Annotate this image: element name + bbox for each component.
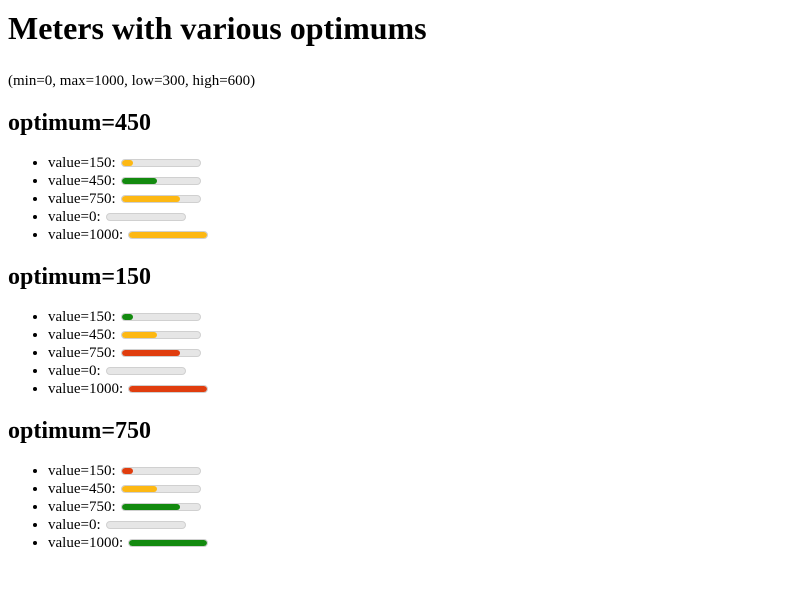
meter-label: value=750: xyxy=(48,191,116,207)
meter-fill xyxy=(121,332,157,338)
meter xyxy=(120,313,201,321)
meter xyxy=(120,485,201,493)
meter-fill xyxy=(121,504,181,510)
meter-fill xyxy=(121,160,134,166)
meter xyxy=(120,159,201,167)
section-optimum-750: optimum=750 value=150: value=450: value=… xyxy=(8,416,792,552)
meter xyxy=(105,521,186,529)
meter-list: value=150: value=450: value=750: value=0… xyxy=(8,308,792,398)
meter-label: value=450: xyxy=(48,327,116,343)
meter xyxy=(120,467,201,475)
meter xyxy=(120,331,201,339)
meter-fill xyxy=(121,196,181,202)
meter-label: value=1000: xyxy=(48,381,124,397)
meter-list: value=150: value=450: value=750: value=0… xyxy=(8,462,792,552)
meter-fill xyxy=(121,350,181,356)
meter xyxy=(120,503,201,511)
meter-item: value=750: xyxy=(48,190,792,208)
meter-label: value=750: xyxy=(48,345,116,361)
section-heading: optimum=450 xyxy=(8,110,152,136)
meter-item: value=450: xyxy=(48,326,792,344)
meter xyxy=(128,385,209,393)
meter-label: value=150: xyxy=(48,309,116,325)
meter-item: value=750: xyxy=(48,498,792,516)
meter-item: value=1000: xyxy=(48,380,792,398)
meter-item: value=1000: xyxy=(48,226,792,244)
section-heading: optimum=750 xyxy=(8,418,152,444)
meter-label: value=450: xyxy=(48,481,116,497)
meter-item: value=0: xyxy=(48,208,792,226)
meter xyxy=(120,177,201,185)
meter-label: value=0: xyxy=(48,209,101,225)
meter-fill xyxy=(121,178,157,184)
meter xyxy=(105,367,186,375)
meter-item: value=0: xyxy=(48,516,792,534)
meter xyxy=(120,349,201,357)
meter-item: value=150: xyxy=(48,462,792,480)
meter xyxy=(128,231,209,239)
meter-label: value=0: xyxy=(48,363,101,379)
meter-label: value=150: xyxy=(48,463,116,479)
meter-item: value=150: xyxy=(48,308,792,326)
meter-label: value=450: xyxy=(48,173,116,189)
meter-label: value=1000: xyxy=(48,535,124,551)
meter-item: value=450: xyxy=(48,480,792,498)
meter-list: value=150: value=450: value=750: value=0… xyxy=(8,154,792,244)
meter-item: value=750: xyxy=(48,344,792,362)
meter-label: value=0: xyxy=(48,517,101,533)
meter xyxy=(120,195,201,203)
meter-label: value=1000: xyxy=(48,227,124,243)
meter-item: value=1000: xyxy=(48,534,792,552)
meter-fill xyxy=(121,486,157,492)
meter-fill xyxy=(129,540,208,546)
meter-fill xyxy=(121,314,134,320)
meter-fill xyxy=(121,468,134,474)
meter-item: value=150: xyxy=(48,154,792,172)
meter-item: value=0: xyxy=(48,362,792,380)
section-heading: optimum=150 xyxy=(8,264,152,290)
meter xyxy=(128,539,209,547)
page-title: Meters with various optimums xyxy=(8,10,427,46)
meter-fill xyxy=(129,386,208,392)
meter-item: value=450: xyxy=(48,172,792,190)
meter-label: value=150: xyxy=(48,155,116,171)
meter xyxy=(105,213,186,221)
meter-label: value=750: xyxy=(48,499,116,515)
meter-fill xyxy=(129,232,208,238)
section-optimum-450: optimum=450 value=150: value=450: value=… xyxy=(8,108,792,244)
page-subtitle: (min=0, max=1000, low=300, high=600) xyxy=(8,73,256,89)
section-optimum-150: optimum=150 value=150: value=450: value=… xyxy=(8,262,792,398)
